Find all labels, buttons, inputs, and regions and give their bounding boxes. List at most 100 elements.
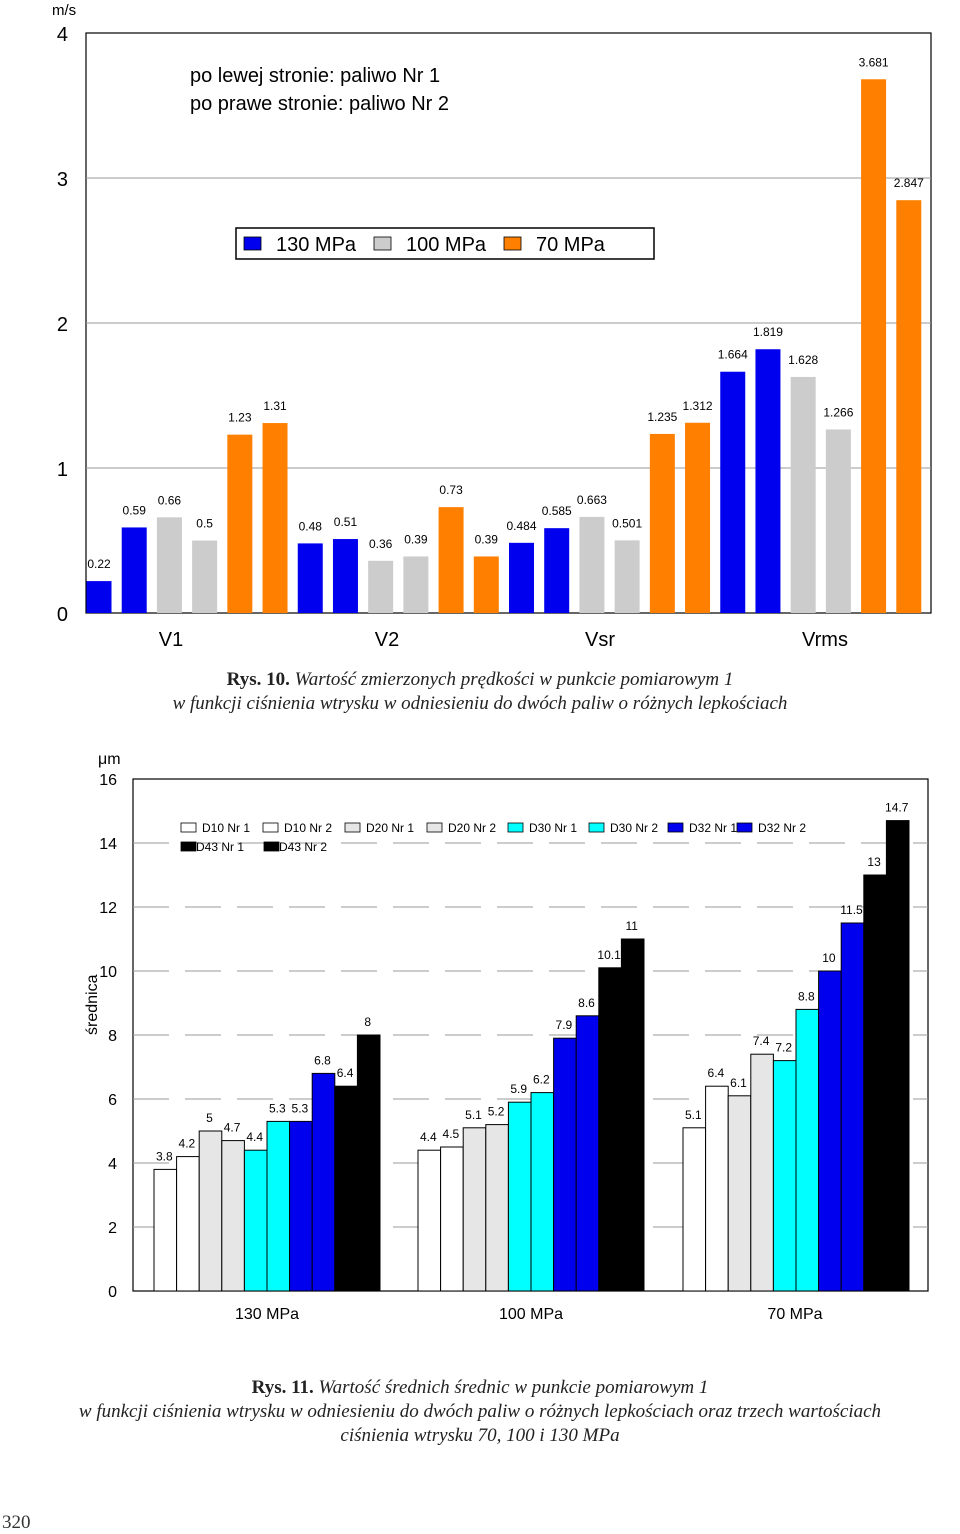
chart2-data-label: 5.1: [465, 1108, 482, 1122]
chart1-legend-swatch: [243, 236, 262, 251]
chart2-bar: [863, 874, 887, 1292]
chart2-data-label: 10.1: [597, 948, 621, 962]
chart2-data-label: 6.2: [533, 1073, 550, 1087]
chart2-bar: [795, 1008, 820, 1292]
chart2-legend-label: D10 Nr 2: [284, 821, 332, 835]
chart1-data-label: 1.819: [753, 325, 783, 339]
chart2-legend-swatch: [588, 822, 605, 833]
chart1-bar: [896, 200, 922, 613]
chart2-legend-swatch: [667, 822, 684, 833]
chart2-bar: [727, 1095, 752, 1292]
chart2-data-label: 6.1: [730, 1076, 747, 1090]
chart2-legend-label: D43 Nr 1: [196, 840, 244, 854]
chart2-data-label: 7.4: [753, 1034, 770, 1048]
chart1-bar: [861, 79, 887, 613]
chart2-data-label: 10: [822, 951, 836, 965]
chart2-data-label: 4.4: [246, 1130, 263, 1144]
chart2-bar: [440, 1146, 464, 1292]
chart1-data-label: 0.59: [123, 503, 147, 517]
chart2-legend-label: D30 Nr 1: [529, 821, 577, 835]
chart2-data-label: 5.1: [685, 1108, 702, 1122]
chart2-legend-swatch: [180, 822, 197, 833]
chart1-data-label: 0.585: [542, 504, 572, 518]
chart2-category-label: 100 MPa: [499, 1306, 563, 1323]
chart1-category-label: V1: [159, 629, 183, 651]
chart1-bar: [403, 556, 429, 613]
chart2-bar: [289, 1120, 313, 1292]
figure-10-caption-line2: w funkcji ciśnienia wtrysku w odniesieni…: [172, 693, 788, 714]
chart1-bar: [297, 543, 323, 613]
chart2-data-label: 6.8: [314, 1053, 331, 1067]
chart1-bar: [156, 517, 182, 613]
chart1-bar: [614, 540, 640, 613]
chart1-bar: [755, 349, 781, 613]
chart1-bar: [790, 376, 816, 613]
chart1-note-line1: po lewej stronie: paliwo Nr 1: [190, 65, 440, 87]
chart2-data-label: 8: [364, 1015, 371, 1029]
chart2-bar: [176, 1156, 200, 1292]
chart2-bar: [334, 1085, 358, 1292]
chart1-data-label: 0.22: [87, 557, 111, 571]
chart1-data-label: 0.39: [475, 532, 499, 546]
chart2-y-axis-label: średnica: [84, 974, 101, 1035]
chart2-legend-swatch: [262, 822, 279, 833]
chart2-data-label: 11: [625, 919, 638, 933]
chart2-bar: [885, 820, 910, 1292]
chart1-y-tick-label: 2: [57, 314, 68, 336]
chart2-data-label: 11.5: [840, 903, 863, 917]
chart2-y-tick-label: 4: [108, 1156, 117, 1173]
chart2-bar: [356, 1034, 381, 1292]
chart2-data-label: 6.4: [708, 1066, 725, 1080]
chart1-bar: [438, 507, 464, 613]
chart2-y-tick-label: 0: [108, 1284, 117, 1301]
chart2-data-label: 7.2: [775, 1041, 792, 1055]
chart2-legend-label: D32 Nr 2: [758, 821, 806, 835]
chart1-data-label: 1.235: [647, 410, 677, 424]
chart1-data-label: 0.51: [334, 515, 358, 529]
chart2-y-tick-label: 14: [99, 836, 117, 853]
chart2-bar: [507, 1101, 532, 1292]
chart2-data-label: 5.9: [510, 1082, 527, 1096]
chart1-legend-swatch: [503, 236, 522, 251]
chart2-category-label: 70 MPa: [767, 1306, 822, 1323]
chart1-bar: [192, 540, 218, 613]
chart1-legend-label: 130 MPa: [276, 234, 357, 256]
chart2-data-label: 5.3: [292, 1101, 309, 1115]
chart2-data-label: 5.2: [488, 1105, 505, 1119]
chart2-y-tick-label: 10: [99, 964, 117, 981]
chart1-y-tick-label: 1: [57, 459, 68, 481]
chart2-legend-swatch: [180, 841, 197, 852]
chart1-bar: [825, 429, 851, 613]
chart1-bar: [579, 516, 605, 613]
chart2-legend-label: D20 Nr 1: [366, 821, 414, 835]
chart1-data-label: 0.663: [577, 493, 607, 507]
chart2-bar: [553, 1037, 577, 1292]
chart2-bar: [485, 1124, 509, 1292]
chart2-bar: [417, 1149, 442, 1292]
chart1-data-label: 1.23: [228, 411, 252, 425]
chart2-bar: [462, 1127, 487, 1292]
chart1-y-tick-label: 0: [57, 604, 68, 626]
chart2-legend-swatch: [263, 841, 280, 852]
chart2-category-label: 130 MPa: [235, 1306, 299, 1323]
chart1-legend: 130 MPa 100 MPa 70 MPa: [235, 227, 655, 260]
chart1-data-label: 1.312: [683, 399, 713, 413]
chart2-bar: [575, 1015, 600, 1292]
chart2-bar: [750, 1053, 774, 1292]
chart1-data-label: 0.36: [369, 537, 393, 551]
chart2-bar: [840, 922, 865, 1292]
chart1-data-label: 1.664: [718, 348, 748, 362]
chart2-data-label: 4.5: [443, 1127, 460, 1141]
chart2-legend-swatch: [507, 822, 524, 833]
figure-10-number: Rys. 10.: [226, 669, 290, 690]
chart2-bar: [243, 1149, 268, 1292]
chart1-legend-label: 100 MPa: [406, 234, 487, 256]
chart2-data-label: 4.7: [224, 1121, 241, 1135]
figure-10-caption-line1: Wartość zmierzonych prędkości w punkcie …: [294, 669, 734, 690]
chart2-data-label: 8.8: [798, 989, 815, 1003]
chart1-data-label: 0.501: [612, 516, 642, 530]
chart1-category-label: V2: [375, 629, 399, 651]
chart1-legend-box: [235, 227, 655, 260]
